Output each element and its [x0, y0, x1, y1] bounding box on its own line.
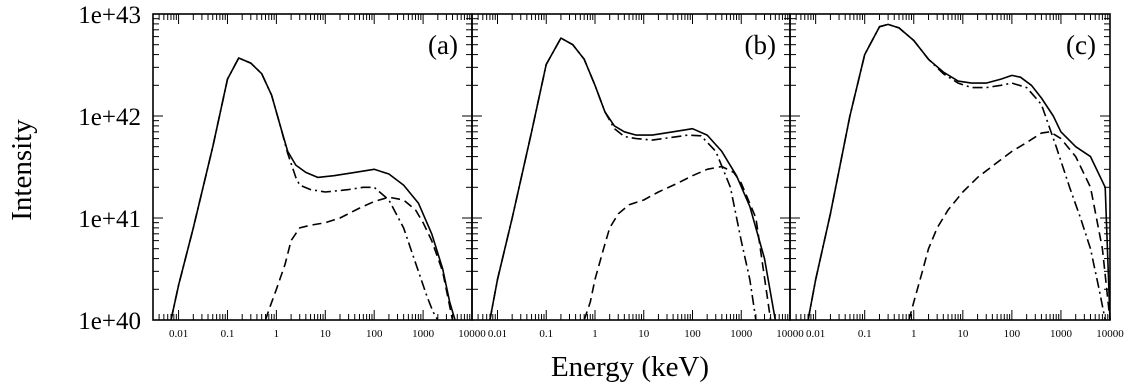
x-tick-label: 1000 [730, 328, 753, 340]
x-tick-label: 10 [320, 328, 332, 340]
plot-frame [789, 13, 1111, 321]
y-tick-label: 1e+41 [78, 206, 141, 233]
x-tick-label: 1000 [1050, 328, 1073, 340]
plot-frame [471, 13, 791, 321]
series-solid-line [170, 57, 456, 321]
x-tick-label: 10 [957, 328, 969, 340]
x-tick-label: 10 [638, 328, 650, 340]
x-tick-label: 10000 [458, 328, 486, 340]
series-dashed-line [264, 196, 454, 321]
series-dashdot-line [170, 57, 439, 321]
x-tick-label: 10000 [1096, 328, 1124, 340]
x-tick-label: 100 [684, 328, 701, 340]
series-dashdot-line [807, 23, 1106, 321]
x-axis-title: Energy (keV) [551, 351, 709, 383]
x-tick-label: 0.1 [858, 328, 872, 340]
series-dashdot-line [489, 37, 757, 321]
panel-a: 0.01 0.1 1 10 100 1000 10000 (a) [152, 13, 486, 340]
x-tick-label: 0.01 [806, 328, 825, 340]
x-tick-label: 10000 [776, 328, 804, 340]
x-tick-label: 0.1 [539, 328, 553, 340]
x-tick-label: 0.01 [488, 328, 507, 340]
series-solid-line [807, 23, 1111, 321]
y-axis-title: Intensity [6, 119, 38, 221]
y-tick-labels: 1e+40 1e+41 1e+42 1e+43 [78, 2, 141, 335]
panel-b: 0.01 0.1 1 10 100 1000 10000 (b) [471, 13, 804, 340]
x-tick-label: 0.1 [221, 328, 235, 340]
series-solid-line [489, 37, 777, 321]
panel-label: (a) [428, 30, 458, 60]
x-tick-label: 1000 [412, 328, 435, 340]
series-dashed-line [583, 165, 772, 321]
x-tick-label: 100 [1004, 328, 1021, 340]
y-tick-label: 1e+40 [78, 308, 141, 335]
panel-label: (b) [745, 30, 776, 60]
panels: 0.01 0.1 1 10 100 1000 10000(a)0.01 0.1 1 10 100 10… [152, 13, 1124, 340]
x-tick-label: 1 [274, 328, 280, 340]
y-tick-label: 1e+42 [78, 104, 141, 131]
x-tick-label: 1 [592, 328, 598, 340]
panel-label: (c) [1066, 30, 1096, 60]
y-tick-label: 1e+43 [78, 2, 141, 29]
series-dashed-line [908, 131, 1111, 321]
plot-frame [152, 13, 473, 321]
x-tick-label: 100 [366, 328, 383, 340]
x-tick-label: 1 [911, 328, 917, 340]
x-tick-label: 0.01 [169, 328, 188, 340]
panel-c: 0.01 0.1 1 10 100 1000 10000 (c) [789, 13, 1124, 340]
